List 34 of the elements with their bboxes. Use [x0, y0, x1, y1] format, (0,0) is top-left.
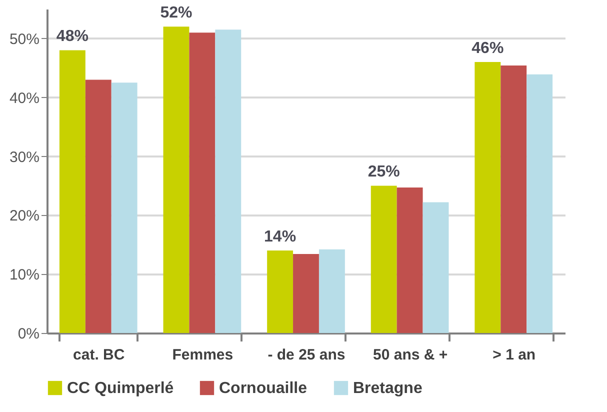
legend-label: CC Quimperlé — [67, 380, 174, 397]
y-tick-label: 30% — [9, 148, 40, 166]
bar — [396, 187, 423, 333]
bar — [215, 30, 242, 333]
bar — [500, 66, 527, 333]
bar — [474, 62, 501, 333]
bar — [293, 254, 319, 333]
data-label: 48% — [56, 28, 88, 46]
x-tick-label: 50 ans & + — [372, 346, 448, 364]
y-tick-label: 10% — [9, 266, 40, 284]
y-tick-label: 20% — [9, 208, 40, 225]
data-label: 52% — [160, 4, 192, 22]
bar — [189, 32, 216, 333]
data-label: 14% — [264, 228, 296, 246]
y-tick-label: 50% — [9, 30, 40, 48]
legend-label: Cornouaille — [219, 380, 308, 397]
bar — [422, 202, 449, 333]
y-tick-label: 0% — [18, 326, 40, 342]
data-label: 46% — [472, 40, 504, 58]
data-label: 25% — [368, 164, 400, 181]
x-tick-label: - de 25 ans — [268, 346, 346, 364]
legend-label: Bretagne — [353, 380, 422, 397]
bar — [59, 50, 86, 333]
x-tick-label: cat. BC — [73, 346, 125, 364]
bar — [111, 82, 138, 333]
bar — [85, 80, 112, 333]
bar — [526, 74, 553, 333]
bar — [267, 250, 294, 333]
bar — [370, 186, 397, 333]
x-tick-label: Femmes — [172, 346, 234, 364]
bar — [163, 26, 190, 333]
y-tick-label: 40% — [9, 90, 40, 107]
bar — [318, 249, 345, 333]
x-tick-label: > 1 an — [492, 346, 536, 364]
